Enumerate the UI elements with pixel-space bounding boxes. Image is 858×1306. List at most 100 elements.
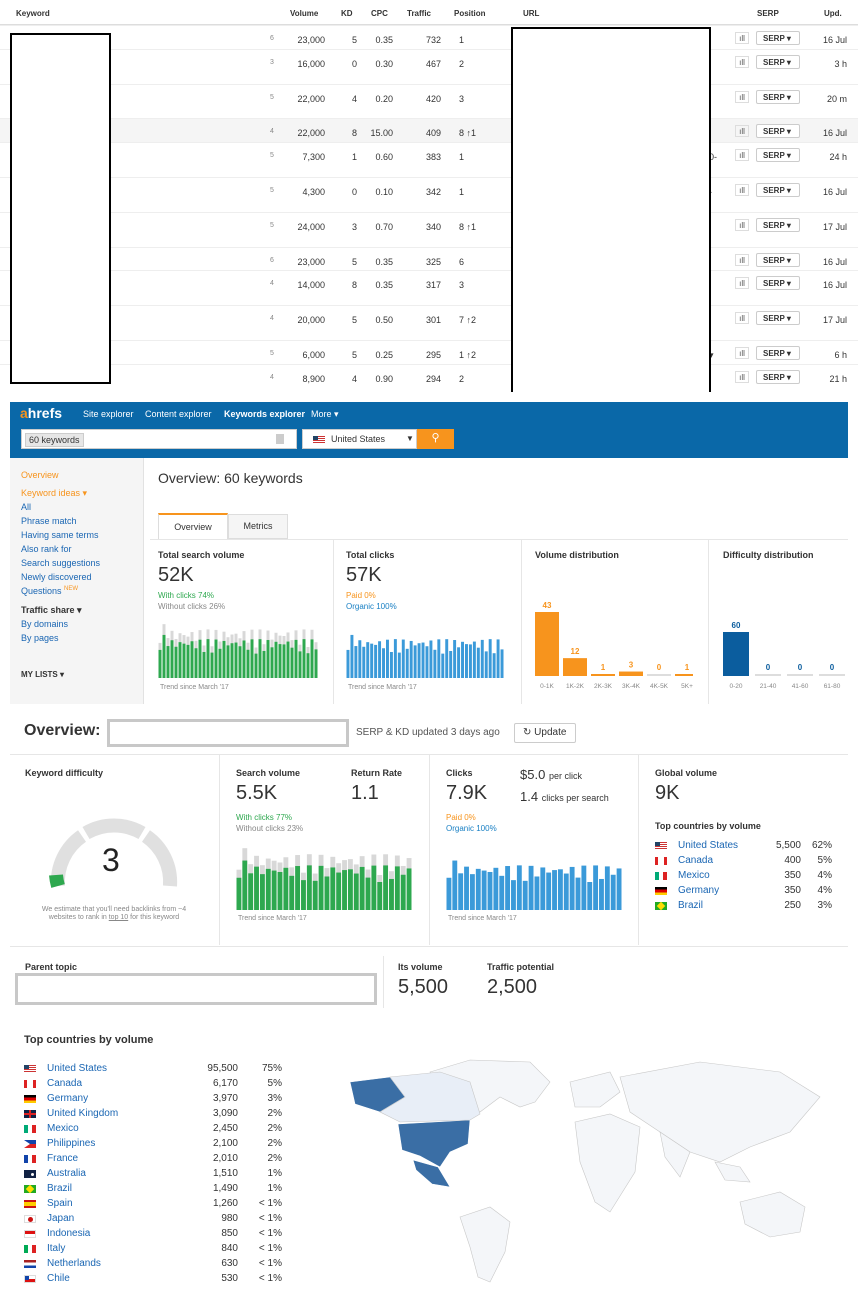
country-name[interactable]: Australia [47,1168,86,1179]
country-name[interactable]: Brazil [678,900,704,911]
sidebar-item-same-terms[interactable]: Having same terms [21,530,99,540]
sidebar-overview[interactable]: Overview [21,470,59,480]
country-name[interactable]: Chile [47,1273,70,1284]
country-row[interactable]: United Kingdom 3,090 2% [24,1108,312,1120]
country-name[interactable]: Netherlands [47,1258,101,1269]
chart-icon[interactable]: ıll [735,312,749,324]
country-row[interactable]: United States 5,500 62% [655,840,858,852]
country-name[interactable]: United States [47,1063,108,1074]
country-name[interactable]: United Kingdom [47,1108,119,1119]
table-row[interactable]: 6 23,000 5 0.35 325 6 ıll SERP ▾ 16 Jul [0,247,858,270]
country-row[interactable]: Australia 1,510 1% [24,1168,312,1180]
country-name[interactable]: Italy [47,1243,66,1254]
col-serp[interactable]: SERP [757,9,779,18]
country-row[interactable]: Germany 3,970 3% [24,1093,312,1105]
chart-icon[interactable]: ıll [735,371,749,383]
sidebar-item-phrase-match[interactable]: Phrase match [21,516,77,526]
country-name[interactable]: Brazil [47,1183,73,1194]
country-row[interactable]: Germany 350 4% [655,885,858,897]
serp-button[interactable]: SERP ▾ [756,218,800,232]
update-button[interactable]: ↻ Update [514,723,576,743]
serp-button[interactable]: SERP ▾ [756,55,800,69]
country-row[interactable]: Canada 400 5% [655,855,858,867]
table-row[interactable]: 4 22,000 8 15.00 409 8 ↑1 ıll SERP ▾ 16 Jul [0,118,858,142]
tab-overview[interactable]: Overview [158,513,228,539]
chart-icon[interactable]: ıll [735,347,749,359]
chart-icon[interactable]: ıll [735,184,749,196]
country-name[interactable]: Philippines [47,1138,96,1149]
chart-icon[interactable]: ıll [735,254,749,266]
chart-icon[interactable]: ıll [735,125,749,137]
country-row[interactable]: Netherlands 630 < 1% [24,1258,312,1270]
country-row[interactable]: Brazil 1,490 1% [24,1183,312,1195]
nav-site-explorer[interactable]: Site explorer [83,409,134,419]
ahrefs-logo[interactable]: ahrefs [20,405,63,421]
country-row[interactable]: Philippines 2,100 2% [24,1138,312,1150]
col-cpc[interactable]: CPC [371,9,388,18]
country-row[interactable]: Mexico 350 4% [655,870,858,882]
country-name[interactable]: United States [678,840,739,851]
country-select[interactable]: United States ▼ [302,429,417,449]
serp-button[interactable]: SERP ▾ [756,253,800,267]
country-name[interactable]: Mexico [47,1123,79,1134]
country-row[interactable]: Brazil 250 3% [655,900,858,912]
tab-metrics[interactable]: Metrics [228,514,288,539]
table-row[interactable]: 5 7,300 1 0.60 383 1 0- ıll SERP ▾ 24 h [0,142,858,177]
sidebar-item-suggestions[interactable]: Search suggestions [21,558,101,568]
serp-button[interactable]: SERP ▾ [756,346,800,360]
table-row[interactable]: 3 16,000 0 0.30 467 2 ıll SERP ▾ 3 h [0,49,858,84]
col-volume[interactable]: Volume [290,9,319,18]
nav-content-explorer[interactable]: Content explorer [145,409,212,419]
country-name[interactable]: Germany [678,885,720,896]
col-kd[interactable]: KD [341,9,353,18]
col-position[interactable]: Position [454,9,486,18]
sidebar-keyword-ideas[interactable]: Keyword ideas ▾ [21,488,88,498]
country-row[interactable]: Italy 840 < 1% [24,1243,312,1255]
table-row[interactable]: 6 23,000 5 0.35 732 1 ıll SERP ▾ 16 Jul [0,25,858,49]
sidebar-item-all[interactable]: All [21,502,32,512]
chart-icon[interactable]: ıll [735,219,749,231]
col-url[interactable]: URL [523,9,540,18]
country-row[interactable]: United States 95,500 75% [24,1063,312,1075]
serp-button[interactable]: SERP ▾ [756,276,800,290]
country-name[interactable]: Canada [678,855,714,866]
country-row[interactable]: Canada 6,170 5% [24,1078,312,1090]
table-row[interactable]: 5 22,000 4 0.20 420 3 ıll SERP ▾ 20 m [0,84,858,118]
nav-more[interactable]: More ▾ [311,409,339,419]
serp-button[interactable]: SERP ▾ [756,31,800,45]
country-name[interactable]: Japan [47,1213,75,1224]
table-row[interactable]: 4 8,900 4 0.90 294 2 ıll SERP ▾ 21 h [0,364,858,388]
serp-button[interactable]: SERP ▾ [756,90,800,104]
table-row[interactable]: 4 14,000 8 0.35 317 3 ıll SERP ▾ 16 Jul [0,270,858,305]
country-row[interactable]: Japan 980 < 1% [24,1213,312,1225]
serp-button[interactable]: SERP ▾ [756,148,800,162]
search-button[interactable]: ⚲ [417,429,454,449]
keywords-input[interactable]: 60 keywords [21,429,297,449]
sidebar-my-lists[interactable]: MY LISTS ▾ [21,670,64,679]
file-icon[interactable] [276,434,284,444]
country-name[interactable]: Germany [47,1093,89,1104]
table-row[interactable]: 5 6,000 5 0.25 295 1 ↑2 ▾ ıll SERP ▾ 6 h [0,340,858,364]
table-row[interactable]: 5 24,000 3 0.70 340 8 ↑1 ıll SERP ▾ 17 Jul [0,212,858,247]
sidebar-item-questions[interactable]: Questions NEW [21,586,79,596]
sidebar-by-domains[interactable]: By domains [21,619,69,629]
table-row[interactable]: 4 20,000 5 0.50 301 7 ↑2 ıll SERP ▾ 17 Jul [0,305,858,340]
country-row[interactable]: France 2,010 2% [24,1153,312,1165]
chart-icon[interactable]: ıll [735,32,749,44]
sidebar-item-also-rank[interactable]: Also rank for [21,544,72,554]
sidebar-traffic-share[interactable]: Traffic share ▾ [21,605,82,615]
country-row[interactable]: Mexico 2,450 2% [24,1123,312,1135]
nav-keywords-explorer[interactable]: Keywords explorer [224,409,306,419]
country-name[interactable]: Indonesia [47,1228,91,1239]
country-name[interactable]: Canada [47,1078,83,1089]
serp-button[interactable]: SERP ▾ [756,124,800,138]
chart-icon[interactable]: ıll [735,277,749,289]
country-row[interactable]: Spain 1,260 < 1% [24,1198,312,1210]
chart-icon[interactable]: ıll [735,91,749,103]
chart-icon[interactable]: ıll [735,149,749,161]
country-name[interactable]: Mexico [678,870,710,881]
col-traffic[interactable]: Traffic [407,9,432,18]
serp-button[interactable]: SERP ▾ [756,370,800,384]
serp-button[interactable]: SERP ▾ [756,311,800,325]
